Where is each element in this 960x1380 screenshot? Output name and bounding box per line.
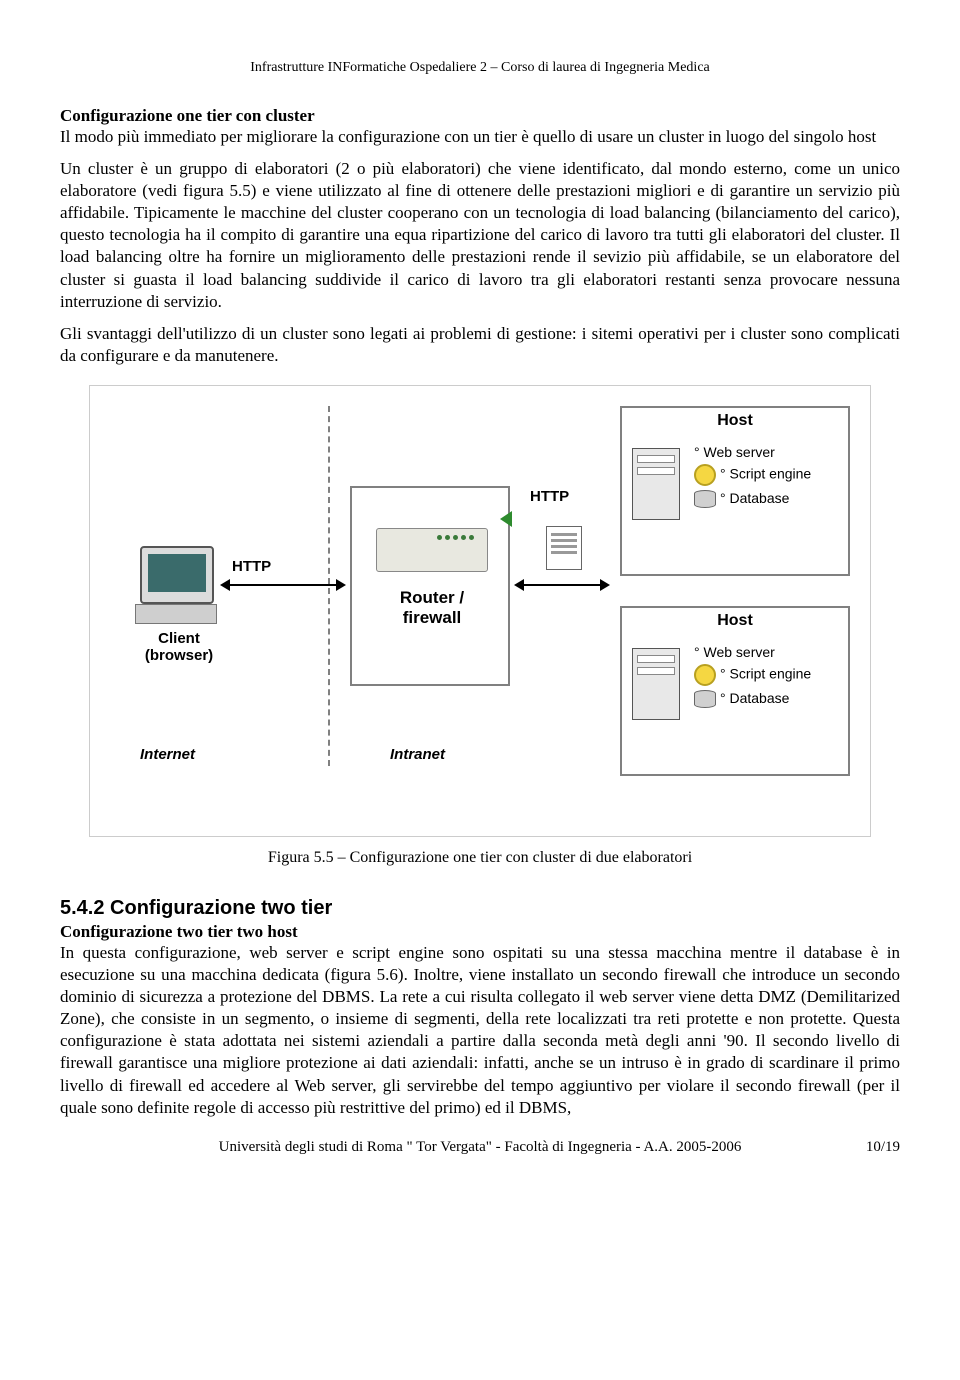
client-label: Client (browser) bbox=[134, 630, 224, 664]
router-label: Router / firewall bbox=[352, 588, 512, 628]
host-title: Host bbox=[622, 412, 848, 430]
host-box-1: Host ° Web server ° Script engine ° Data… bbox=[620, 406, 850, 576]
subsection-title-two-tier: 5.4.2 Configurazione two tier bbox=[60, 897, 900, 920]
router-firewall-box: Router / firewall bbox=[350, 486, 510, 686]
host-item-script: ° Script engine bbox=[694, 664, 840, 686]
host-item-database: ° Database bbox=[694, 490, 840, 508]
router-icon bbox=[376, 528, 488, 572]
section-title-one-tier-cluster: Configurazione one tier con cluster bbox=[60, 106, 900, 126]
client-pc-icon bbox=[140, 546, 214, 604]
database-icon bbox=[694, 690, 716, 708]
subsubsection-title: Configurazione two tier two host bbox=[60, 922, 900, 942]
http-label: HTTP bbox=[232, 558, 271, 575]
document-icon bbox=[546, 526, 582, 570]
host-item-webserver: ° Web server bbox=[694, 444, 840, 460]
intranet-label: Intranet bbox=[390, 746, 445, 763]
architecture-diagram: Client (browser) HTTP Router / firewall … bbox=[89, 385, 871, 837]
footer-page-number: 10/19 bbox=[820, 1139, 900, 1156]
host-item-webserver: ° Web server bbox=[694, 644, 840, 660]
green-arrow-icon bbox=[510, 518, 512, 520]
client-pc-base-icon bbox=[135, 604, 217, 624]
internet-label: Internet bbox=[140, 746, 195, 763]
paragraph: Il modo più immediato per migliorare la … bbox=[60, 126, 900, 148]
http-arrow-icon bbox=[228, 584, 338, 586]
http-label: HTTP bbox=[530, 488, 569, 505]
figure-caption: Figura 5.5 – Configurazione one tier con… bbox=[60, 849, 900, 867]
http-arrow-icon bbox=[522, 584, 602, 586]
page-footer: Università degli studi di Roma " Tor Ver… bbox=[60, 1139, 900, 1156]
paragraph: Un cluster è un gruppo di elaboratori (2… bbox=[60, 158, 900, 313]
server-icon bbox=[632, 648, 680, 720]
gear-icon bbox=[694, 664, 716, 686]
paragraph: Gli svantaggi dell'utilizzo di un cluste… bbox=[60, 323, 900, 367]
host-box-2: Host ° Web server ° Script engine ° Data… bbox=[620, 606, 850, 776]
network-boundary-line bbox=[328, 406, 330, 766]
paragraph: In questa configurazione, web server e s… bbox=[60, 942, 900, 1119]
database-icon bbox=[694, 490, 716, 508]
host-item-script: ° Script engine bbox=[694, 464, 840, 486]
host-item-database: ° Database bbox=[694, 690, 840, 708]
server-icon bbox=[632, 448, 680, 520]
gear-icon bbox=[694, 464, 716, 486]
page-header: Infrastrutture INFormatiche Ospedaliere … bbox=[60, 60, 900, 76]
host-title: Host bbox=[622, 612, 848, 630]
footer-center: Università degli studi di Roma " Tor Ver… bbox=[140, 1139, 820, 1156]
